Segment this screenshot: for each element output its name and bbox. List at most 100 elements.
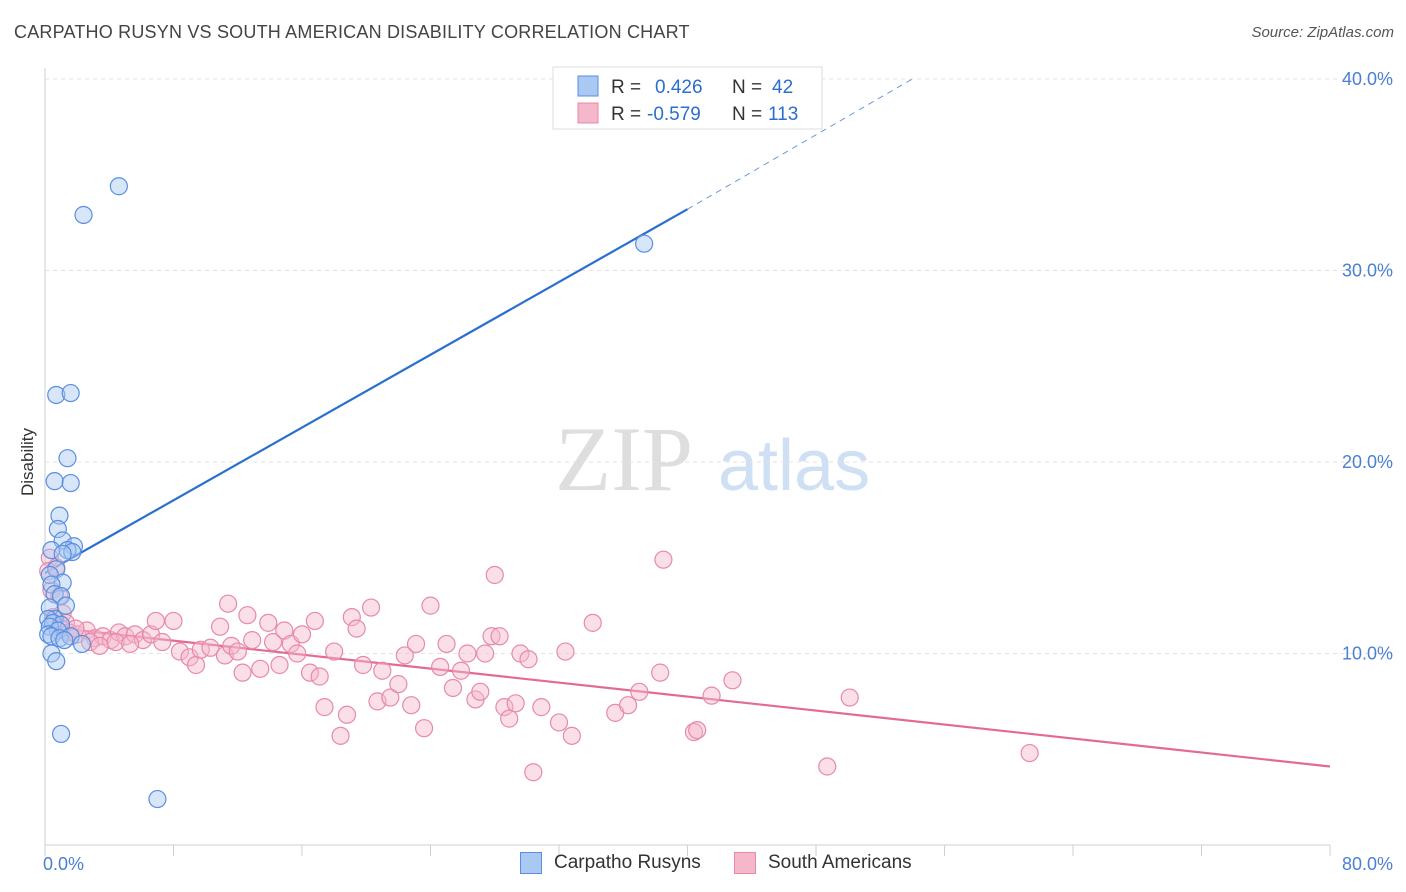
y-tick-label: 20.0% [1342, 452, 1393, 472]
south-american-point [402, 696, 421, 715]
y-tick-label: 10.0% [1342, 644, 1393, 664]
south-american-point [201, 638, 220, 657]
carpatho-rusyn-point [51, 724, 71, 744]
carpatho-rusyn-point [635, 234, 654, 253]
y-axis-label: Disability [18, 427, 37, 496]
south-american-point [702, 686, 721, 705]
axes [44, 68, 1331, 856]
legend-blue-swatch [577, 75, 599, 97]
legend-blue-r-value: 0.426 [655, 77, 703, 98]
south-american-point [1020, 743, 1039, 763]
south-american-point [818, 757, 837, 776]
south-american-point [524, 763, 543, 782]
south-american-point [219, 594, 238, 613]
south-american-point [431, 657, 450, 677]
bottom-legend-blue: Carpatho Rusyns [520, 852, 701, 874]
carpatho-rusyn-point [45, 472, 64, 491]
south-american-point [618, 696, 638, 715]
carpatho-rusyn-point [51, 586, 71, 606]
south-american-point [90, 636, 109, 655]
south-american-point [373, 661, 392, 680]
south-american-point [347, 619, 366, 638]
south-american-point [288, 644, 307, 663]
south-american-point [106, 632, 125, 652]
south-american-point [840, 688, 859, 707]
legend-blue-r-label: R = [611, 77, 641, 98]
south-american-point [688, 720, 707, 740]
trend-lines [44, 78, 1331, 768]
carpatho-rusyn-point [61, 383, 80, 403]
south-american-point [337, 705, 357, 724]
south-american-point [684, 722, 704, 742]
south-american-point [389, 675, 408, 694]
south-american-point [342, 608, 361, 627]
carpatho-rusyn-trend-line [44, 208, 689, 575]
south-american-point [233, 663, 252, 682]
carpatho-rusyn-point [45, 585, 64, 604]
south-american-point [243, 630, 262, 650]
south-american-points [39, 548, 1039, 782]
south-american-point [583, 613, 602, 632]
carpatho-rusyn-point [40, 598, 59, 617]
south-american-point [331, 726, 350, 745]
x-tick-label-min: 0.0% [43, 854, 84, 874]
south-american-point [292, 625, 312, 644]
south-american-point [500, 709, 519, 728]
stats-legend: R = 0.426 N = 42 R = -0.579 N = 113 [552, 66, 823, 130]
y-tick-label: 40.0% [1342, 69, 1393, 89]
south-american-point [562, 726, 581, 745]
south-american-point [532, 698, 551, 717]
south-american-point [437, 634, 456, 654]
south-american-point [153, 632, 172, 652]
south-american-point [476, 644, 495, 663]
south-american-point [471, 682, 490, 701]
legend-pink-r-value: -0.579 [647, 104, 701, 125]
south-american-point [300, 663, 320, 682]
south-american-point [146, 611, 165, 631]
south-american-point [251, 659, 270, 678]
south-american-point [381, 688, 400, 707]
bottom-legend-blue-label: Carpatho Rusyns [554, 852, 701, 873]
south-american-point [305, 611, 324, 631]
south-american-point [723, 671, 742, 690]
south-american-point [353, 655, 373, 675]
south-american-point [325, 642, 344, 661]
south-american-point [310, 667, 329, 686]
watermark-atlas: atlas [718, 426, 870, 506]
watermark-zip: ZIP [555, 408, 693, 510]
south-american-point [238, 606, 257, 625]
y-tick-label: 30.0% [1342, 261, 1393, 281]
south-american-point [361, 598, 381, 617]
south-american-point [421, 596, 440, 615]
south-american-point [228, 642, 247, 661]
legend-pink-swatch [577, 102, 599, 124]
legend-blue-n-value: 42 [772, 77, 793, 98]
south-american-point [164, 611, 183, 631]
south-american-point [210, 617, 230, 636]
south-american-point [549, 713, 569, 732]
carpatho-rusyn-point [47, 652, 66, 671]
carpatho-rusyn-point [56, 596, 75, 615]
source-label: Source: ZipAtlas.com [1251, 24, 1394, 41]
south-american-point [395, 646, 414, 665]
carpatho-rusyn-point [39, 625, 58, 644]
south-american-point [654, 550, 673, 569]
bottom-legend-pink-label: South Americans [768, 852, 912, 873]
south-american-point [451, 661, 471, 680]
south-american-point [651, 663, 670, 682]
carpatho-rusyn-point [72, 634, 92, 654]
south-american-point [315, 698, 334, 717]
south-american-point [556, 642, 575, 661]
south-american-point [406, 634, 426, 654]
bottom-legend-pink: South Americans [734, 852, 912, 874]
south-american-point [458, 644, 477, 663]
carpatho-rusyn-point [61, 473, 80, 493]
legend-pink-r-label: R = [611, 104, 641, 125]
south-american-point [485, 565, 504, 585]
carpatho-rusyn-point [50, 506, 69, 525]
grid-lines [45, 78, 1392, 654]
carpatho-rusyn-point [48, 519, 67, 539]
tick-labels: 10.0% 20.0% 30.0% 40.0% 0.0% 80.0% [43, 69, 1393, 874]
bottom-legend-blue-swatch [520, 852, 542, 874]
